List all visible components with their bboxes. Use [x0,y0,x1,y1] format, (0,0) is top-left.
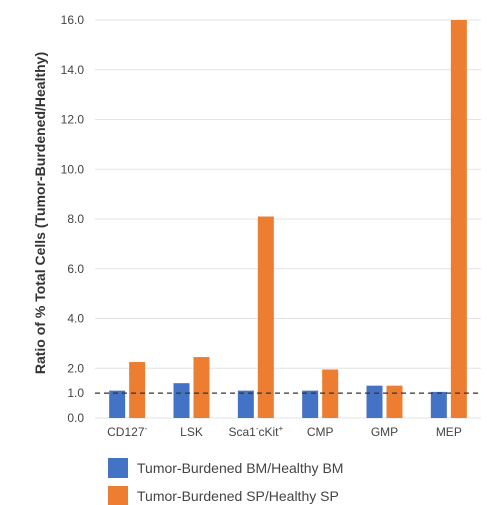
x-tick-label: GMP [371,425,398,439]
bar [322,369,339,418]
bars [109,20,467,418]
y-tick-label: 6.0 [67,262,84,276]
bar [129,362,146,418]
bar [109,390,126,418]
y-tick-label: 2.0 [67,361,84,375]
x-tick-label: MEP [436,425,462,439]
bar [302,390,319,418]
y-tick-label: 12.0 [61,113,85,127]
y-axis-label: Ratio of % Total Cells (Tumor-Burdened/H… [32,52,48,374]
legend-swatch [108,486,128,505]
y-tick-label: 1.0 [67,386,84,400]
y-tick-label: 0.0 [67,411,84,425]
grid-lines [95,19,481,419]
y-tick-label: 8.0 [67,212,84,226]
x-tick-label: CD127- [107,424,147,439]
y-tick-label: 10.0 [61,162,85,176]
y-tick-label: 14.0 [61,63,85,77]
y-axis-ticks: 0.0 1.0 2.0 4.0 6.0 8.0 10.0 12.0 14.0 16.0 [61,13,85,425]
bar [257,216,274,418]
x-tick-label: CMP [307,425,334,439]
bar [450,20,467,418]
legend-label: Tumor-Burdened BM/Healthy BM [137,460,343,476]
legend-label: Tumor-Burdened SP/Healthy SP [137,488,339,504]
bar [193,357,210,418]
y-tick-label: 4.0 [67,312,84,326]
bar [173,383,190,418]
x-axis-categories: CD127- LSK Sca1-cKit+ CMP GMP MEP [107,424,462,439]
legend: Tumor-Burdened BM/Healthy BM Tumor-Burden… [108,458,343,505]
x-tick-label: LSK [180,425,203,439]
x-tick-label: Sca1-cKit+ [228,424,283,439]
y-tick-label: 16.0 [61,13,85,27]
legend-swatch [108,458,128,478]
bar [237,390,254,418]
bar [366,385,383,418]
bar [430,391,447,418]
bar [386,385,403,418]
